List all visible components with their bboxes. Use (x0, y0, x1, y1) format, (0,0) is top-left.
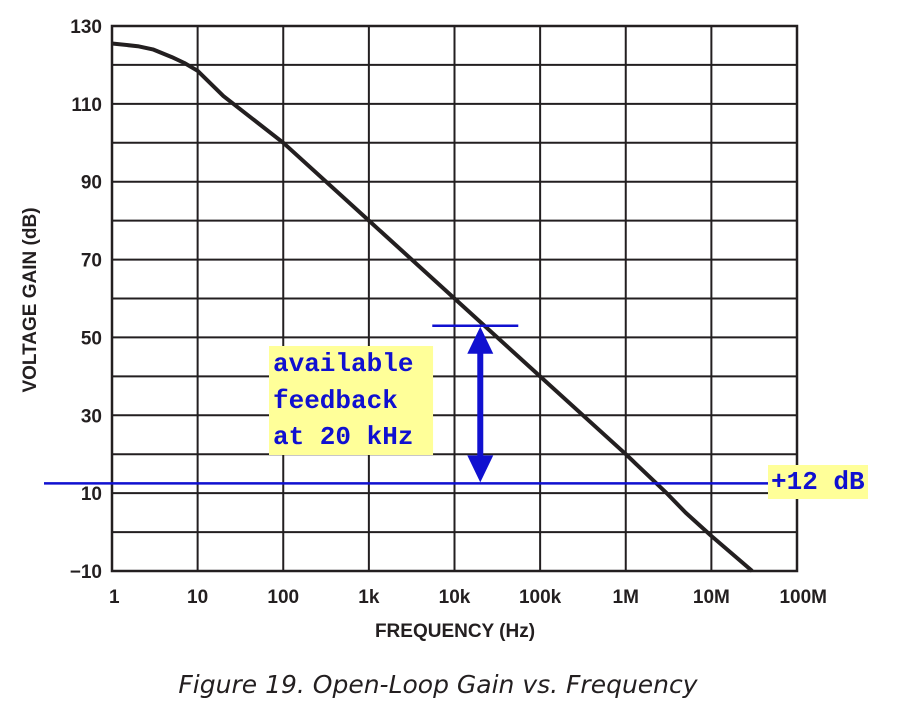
x-tick-label: 1M (613, 587, 639, 608)
x-tick-label: 1k (358, 587, 380, 608)
y-tick-label: −10 (70, 562, 102, 583)
x-tick-label: 10k (439, 587, 471, 608)
x-tick-label: 100 (267, 587, 299, 608)
threshold-label-box (768, 465, 869, 499)
y-axis-title: VOLTAGE GAIN (dB) (20, 207, 41, 392)
x-tick-label: 10 (187, 587, 208, 608)
threshold-label: +12 dB (771, 467, 865, 497)
x-tick-label: 10M (693, 587, 730, 608)
feedback-label-line-3: at 20 kHz (273, 422, 413, 452)
y-tick-label: 10 (81, 484, 102, 505)
x-tick-label: 100k (519, 587, 562, 608)
grid-lines (111, 25, 798, 572)
feedback-label: available feedback at 20 kHz (273, 349, 429, 452)
feedback-label-box (269, 346, 434, 455)
y-tick-label: 130 (70, 17, 102, 38)
y-tick-label: 110 (71, 95, 102, 116)
feedback-arrow-head-up (467, 326, 494, 354)
y-tick-label: 90 (81, 173, 102, 194)
figure-caption: Figure 19. Open-Loop Gain vs. Frequency (178, 670, 698, 699)
x-tick-labels: 1 10 100 1k 10k 100k 1M 10M 100M (109, 587, 827, 608)
feedback-label-line-2: feedback (273, 386, 398, 416)
gain-curve-series (111, 41, 754, 573)
y-tick-label: 70 (81, 251, 102, 272)
feedback-arrow-head-down (467, 455, 494, 483)
x-axis-title: FREQUENCY (Hz) (375, 621, 535, 642)
x-tick-label: 1 (109, 587, 120, 608)
x-tick-label: 100M (779, 587, 827, 608)
y-tick-label: 30 (81, 406, 102, 427)
plot-frame (110, 24, 799, 573)
feedback-label-line-1: available (273, 349, 413, 379)
y-tick-label: 50 (81, 328, 102, 349)
y-tick-labels: −10 10 30 50 70 90 110 130 (70, 17, 102, 583)
